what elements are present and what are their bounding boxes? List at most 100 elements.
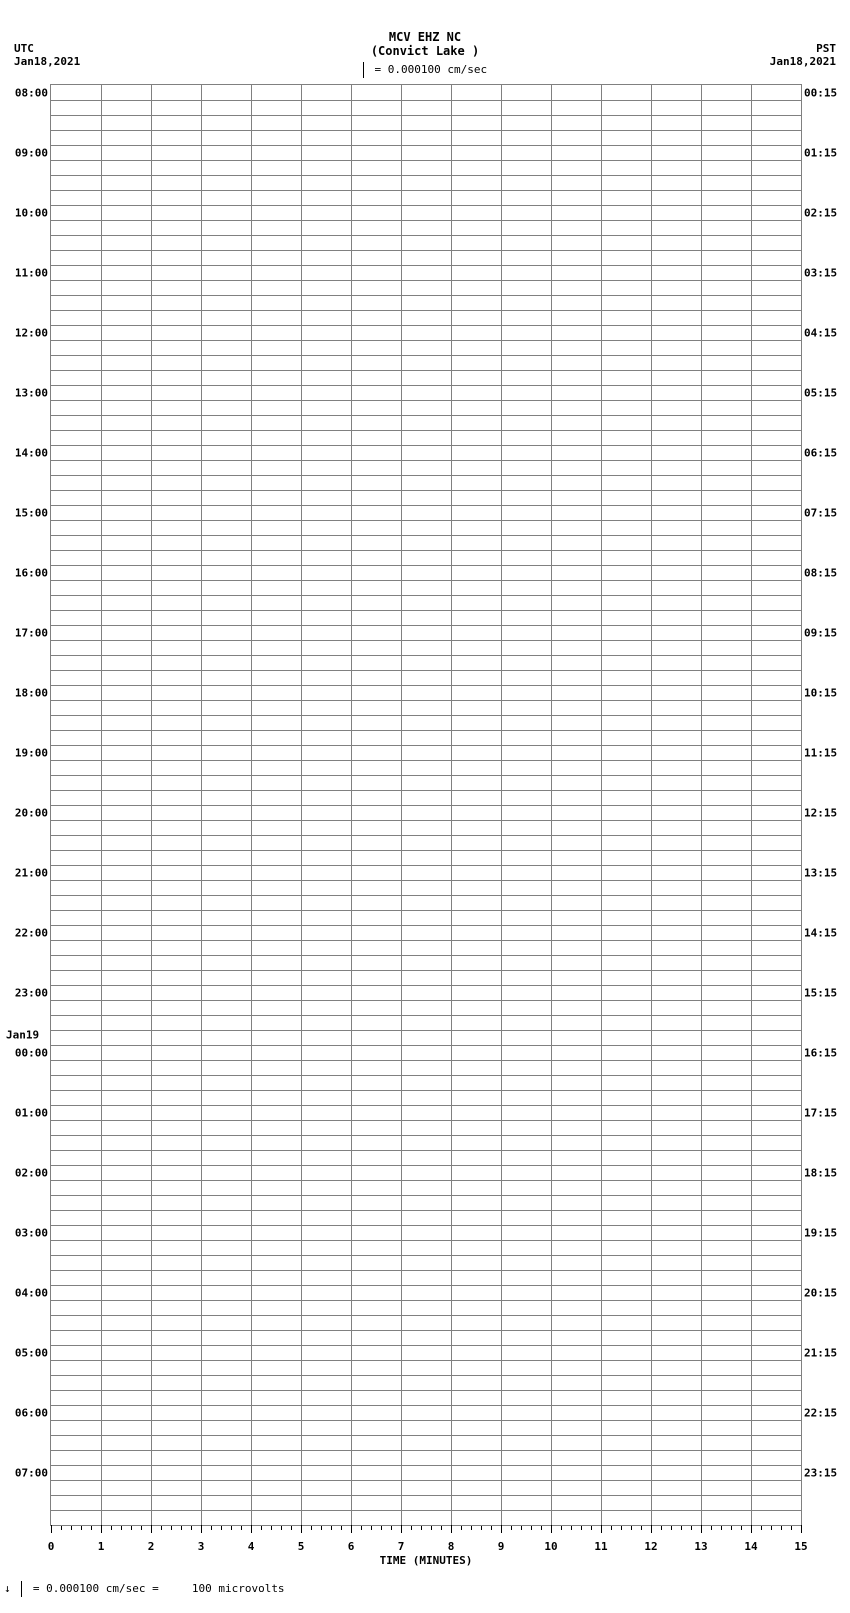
trace-row	[51, 528, 801, 529]
ylabel-left: 19:00	[6, 746, 48, 759]
trace-row	[51, 1233, 801, 1234]
trace-row	[51, 1158, 801, 1159]
grid-h	[51, 970, 801, 971]
xlabel: 9	[498, 1540, 505, 1553]
trace-row	[51, 303, 801, 304]
grid-h	[51, 160, 801, 161]
xtick-minor	[681, 1526, 682, 1530]
xtick	[501, 1525, 502, 1533]
trace-row	[51, 963, 801, 964]
ylabel-left: 06:00	[6, 1406, 48, 1419]
ylabel-right: 00:15	[804, 86, 846, 99]
trace-row	[51, 243, 801, 244]
trace-row	[51, 348, 801, 349]
trace-row	[51, 213, 801, 214]
trace-row	[51, 903, 801, 904]
ylabel-right: 08:15	[804, 566, 846, 579]
trace-row	[51, 1278, 801, 1279]
xtick-minor	[281, 1526, 282, 1530]
trace-row	[51, 1413, 801, 1414]
ylabel-right: 12:15	[804, 806, 846, 819]
xtick-minor	[471, 1526, 472, 1530]
grid-h	[51, 1120, 801, 1121]
grid-h	[51, 1240, 801, 1241]
scale-text: = 0.000100 cm/sec	[375, 63, 488, 76]
xtick-minor	[611, 1526, 612, 1530]
xtick-minor	[321, 1526, 322, 1530]
grid-h	[51, 745, 801, 746]
grid-h	[51, 355, 801, 356]
xtick-minor	[211, 1526, 212, 1530]
xlabel: 7	[398, 1540, 405, 1553]
footer-text1: = 0.000100 cm/sec =	[33, 1582, 159, 1595]
grid-h	[51, 1420, 801, 1421]
xtick	[151, 1525, 152, 1533]
grid-h	[51, 1030, 801, 1031]
xtick-minor	[581, 1526, 582, 1530]
trace-row	[51, 588, 801, 589]
ylabel-right: 07:15	[804, 506, 846, 519]
grid-h	[51, 670, 801, 671]
footer-bar-icon	[21, 1581, 22, 1597]
xtick-minor	[121, 1526, 122, 1530]
xtick-minor	[721, 1526, 722, 1530]
trace-row	[51, 603, 801, 604]
xtick-minor	[371, 1526, 372, 1530]
trace-row	[51, 1518, 801, 1519]
grid-h	[51, 1450, 801, 1451]
grid-h	[51, 685, 801, 686]
trace-row	[51, 933, 801, 934]
grid-h	[51, 1165, 801, 1166]
xtick-minor	[511, 1526, 512, 1530]
grid-h	[51, 955, 801, 956]
grid-h	[51, 730, 801, 731]
grid-h	[51, 760, 801, 761]
xtick-minor	[171, 1526, 172, 1530]
trace-row	[51, 273, 801, 274]
grid-h	[51, 895, 801, 896]
xtick-minor	[711, 1526, 712, 1530]
trace-row	[51, 798, 801, 799]
scale-indicator: = 0.000100 cm/sec	[0, 62, 850, 78]
xtick-minor	[531, 1526, 532, 1530]
ylabel-left: 05:00	[6, 1346, 48, 1359]
ylabel-right: 11:15	[804, 746, 846, 759]
grid-h	[51, 415, 801, 416]
trace-row	[51, 1308, 801, 1309]
trace-row	[51, 918, 801, 919]
xtick	[251, 1525, 252, 1533]
xtick	[751, 1525, 752, 1533]
trace-row	[51, 318, 801, 319]
trace-row	[51, 558, 801, 559]
grid-h	[51, 1015, 801, 1016]
xtick-minor	[381, 1526, 382, 1530]
grid-h	[51, 1405, 801, 1406]
grid-h	[51, 565, 801, 566]
trace-row	[51, 1263, 801, 1264]
grid-h	[51, 1465, 801, 1466]
xtick-minor	[111, 1526, 112, 1530]
trace-row	[51, 1323, 801, 1324]
xtick-minor	[141, 1526, 142, 1530]
xtick-minor	[641, 1526, 642, 1530]
grid-h	[51, 1045, 801, 1046]
trace-row	[51, 1383, 801, 1384]
ylabel-left: 10:00	[6, 206, 48, 219]
trace-row	[51, 1128, 801, 1129]
tz-label-left: UTC Jan18,2021	[14, 42, 80, 68]
xtick	[401, 1525, 402, 1533]
xtick-minor	[181, 1526, 182, 1530]
grid-h	[51, 1135, 801, 1136]
trace-row	[51, 1203, 801, 1204]
xaxis-title: TIME (MINUTES)	[380, 1554, 473, 1567]
trace-row	[51, 258, 801, 259]
xtick-minor	[131, 1526, 132, 1530]
ylabel-right: 10:15	[804, 686, 846, 699]
ylabel-left: 00:00	[6, 1046, 48, 1059]
ylabel-left: 08:00	[6, 86, 48, 99]
grid-h	[51, 550, 801, 551]
grid-h	[51, 460, 801, 461]
ylabel-right: 23:15	[804, 1466, 846, 1479]
grid-h	[51, 220, 801, 221]
grid-h	[51, 625, 801, 626]
